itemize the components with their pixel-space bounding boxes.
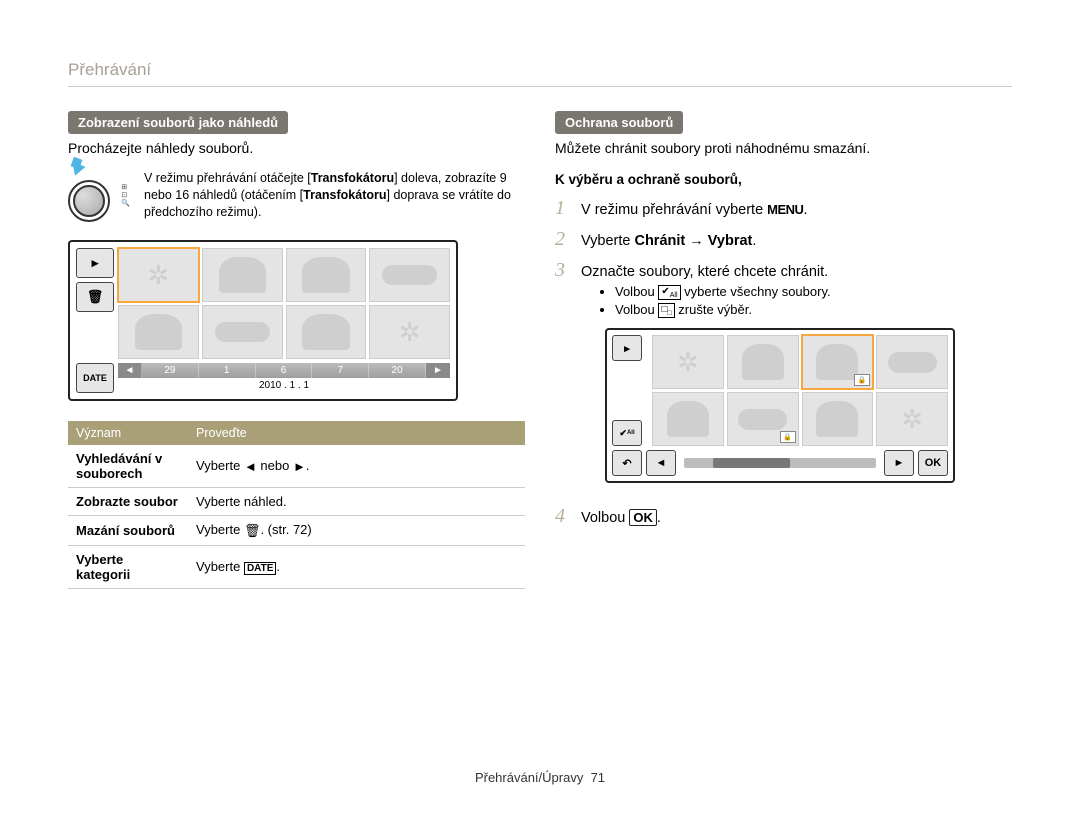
select-all-icon: ✔All [658, 285, 680, 300]
transfocator-text: V režimu přehrávání otáčejte [Transfokát… [144, 170, 525, 221]
lock-badge-icon: 🔒 [854, 374, 870, 386]
timeline-bar: ◄ 29 1 6 7 20 ► [118, 363, 450, 378]
step-3: Označte soubory, které chcete chránit. V… [555, 259, 1012, 497]
section-label-thumbnails: Zobrazení souborů jako náhledů [68, 111, 288, 134]
thumbnail[interactable]: ✲ [369, 305, 450, 359]
table-row: Vyhledávání v souborech Vyberte ◄ nebo ►… [68, 445, 525, 488]
thumbnail[interactable] [876, 335, 948, 389]
timeline-next-icon[interactable]: ► [426, 363, 450, 378]
thumbnail[interactable] [802, 392, 874, 446]
thumbnail[interactable] [286, 305, 367, 359]
thumbnail[interactable] [369, 248, 450, 302]
actions-table: Význam Proveďte Vyhledávání v souborech … [68, 421, 525, 589]
ok-button[interactable]: OK [918, 450, 948, 476]
step-1: V režimu přehrávání vyberte MENU. [555, 197, 1012, 220]
table-header-action: Proveďte [188, 421, 525, 445]
trash-icon: 🗑 [244, 523, 261, 539]
menu-icon: MENU [767, 202, 803, 217]
date-icon: DATE [244, 562, 276, 575]
protect-subtext: Můžete chránit soubory proti náhodnému s… [555, 140, 1012, 156]
thumbnails-subtext: Procházejte náhledy souborů. [68, 140, 525, 156]
page-footer: Přehrávání/Úpravy 71 [0, 770, 1080, 785]
section-label-protect: Ochrana souborů [555, 111, 683, 134]
table-row: Mazání souborů Vyberte 🗑. (str. 72) [68, 516, 525, 546]
steps-list: V režimu přehrávání vyberte MENU. Vybert… [555, 197, 1012, 528]
thumbnail[interactable] [202, 248, 283, 302]
ok-icon: OK [629, 509, 657, 526]
thumbnail[interactable] [118, 305, 199, 359]
right-column: Ochrana souborů Můžete chránit soubory p… [555, 111, 1012, 589]
date-button[interactable]: DATE [76, 363, 114, 393]
deselect-icon: □□ [658, 303, 674, 318]
thumbnail[interactable]: ✲ [118, 248, 199, 302]
transfocator-note: ⊞⊡🔍 V režimu přehrávání otáčejte [Transf… [68, 170, 525, 226]
thumbnail[interactable] [286, 248, 367, 302]
table-row: Zobrazte soubor Vyberte náhled. [68, 488, 525, 516]
bullet-deselect: Volbou □□ zrušte výběr. [615, 302, 955, 318]
protect-subhead: K výběru a ochraně souborů, [555, 172, 1012, 187]
thumbnail[interactable] [727, 335, 799, 389]
timeline-prev-icon[interactable]: ◄ [118, 363, 142, 378]
step-4: Volbou OK. [555, 505, 1012, 528]
play-mode-icon[interactable]: ▸ [76, 248, 114, 278]
transfocator-icon: ⊞⊡🔍 [68, 170, 130, 226]
back-button[interactable]: ↶ [612, 450, 642, 476]
scroll-right-icon[interactable]: ► [884, 450, 914, 476]
thumbnail[interactable] [202, 305, 283, 359]
table-row: Vyberte kategorii Vyberte DATE. [68, 545, 525, 588]
scroll-left-icon[interactable]: ◄ [646, 450, 676, 476]
play-mode-icon[interactable]: ▸ [612, 335, 642, 361]
thumbnail[interactable]: ✲ [876, 392, 948, 446]
left-column: Zobrazení souborů jako náhledů Procházej… [68, 111, 525, 589]
right-arrow-icon: ► [293, 459, 306, 474]
delete-icon[interactable]: 🗑 [76, 282, 114, 312]
select-all-button[interactable]: ✔All [612, 420, 642, 446]
scrollbar[interactable] [684, 458, 876, 468]
date-label: 2010 . 1 . 1 [118, 378, 450, 393]
left-arrow-icon: ◄ [244, 459, 257, 474]
step-2: Vyberte Chránit → Vybrat. [555, 228, 1012, 251]
thumbnail[interactable] [652, 392, 724, 446]
thumbnail[interactable]: ✲ [652, 335, 724, 389]
thumbnail[interactable]: 🔒 [802, 335, 874, 389]
breadcrumb: Přehrávání [68, 60, 1012, 87]
protect-screen: ▸ ✔All ✲ 🔒 🔒 [605, 328, 955, 483]
bullet-select-all: Volbou ✔All vyberte všechny soubory. [615, 284, 955, 300]
table-header-meaning: Význam [68, 421, 188, 445]
thumbnail-grid: ✲ ✲ [118, 248, 450, 359]
thumbnail[interactable]: 🔒 [727, 392, 799, 446]
lock-badge-icon: 🔒 [780, 431, 796, 443]
thumbnail-screen: ▸ 🗑 DATE ✲ ✲ [68, 240, 458, 401]
